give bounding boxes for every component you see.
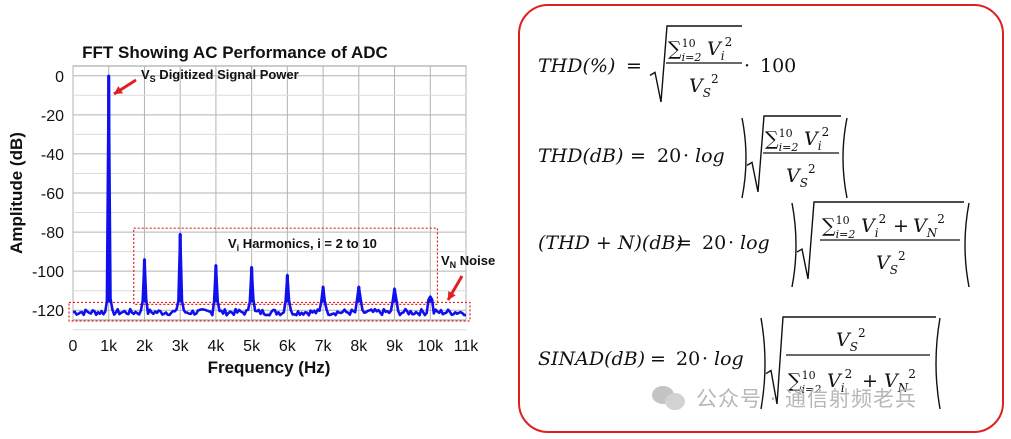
formula-dot: · — [728, 232, 734, 254]
x-tick-label: 8k — [350, 338, 368, 355]
noise-annotation: VN Noise — [441, 253, 495, 270]
signal-term: VS2 — [786, 162, 816, 190]
right-paren — [935, 317, 941, 410]
formula-tail: 100 — [760, 55, 796, 77]
x-axis-label: Frequency (Hz) — [208, 358, 331, 377]
y-axis-label: Amplitude (dB) — [7, 132, 26, 254]
radical-sign — [765, 316, 936, 405]
x-tick-label: 5k — [243, 338, 261, 355]
x-tick-label: 3k — [172, 338, 190, 355]
harmonic-term: Vi2 — [827, 367, 852, 395]
formula-func: log — [740, 232, 770, 254]
sum-symbol: ∑10 i=2 — [668, 37, 701, 64]
harmonics-annotation: Vi Harmonics, i = 2 to 10 — [228, 236, 377, 253]
y-tick-label: -20 — [41, 108, 64, 125]
x-tick-label: 10k — [417, 338, 444, 355]
formula-coef: 20 — [676, 348, 700, 370]
formula-plus: + — [893, 215, 909, 237]
harmonics-box — [133, 227, 439, 305]
wechat-icon — [652, 384, 686, 412]
signal-term: VS2 — [836, 326, 866, 354]
radical-sign — [796, 201, 964, 280]
right-paren — [964, 202, 970, 288]
formula-coef: 20 — [702, 232, 726, 254]
x-tick-label: 4k — [207, 338, 225, 355]
harmonic-term: Vi2 — [804, 125, 829, 153]
noise-box — [68, 301, 471, 322]
left-paren — [791, 202, 797, 288]
x-tick-label: 0 — [69, 338, 78, 355]
spectrum-line — [72, 74, 467, 317]
formula-equals: = — [630, 145, 646, 167]
chart-title: FFT Showing AC Performance of ADC — [82, 43, 388, 62]
formula-equals: = — [626, 55, 642, 77]
formula-equals: = — [650, 348, 666, 370]
watermark: 公众号 · 通信射频老兵 — [652, 381, 917, 415]
formula-dot: · — [683, 145, 689, 167]
y-tick-label: -40 — [41, 147, 64, 164]
watermark-text: 公众号 · 通信射频老兵 — [696, 387, 918, 411]
formula-equals: = — [676, 232, 692, 254]
formula-panel — [518, 4, 1004, 433]
formula-dot: · — [702, 348, 708, 370]
x-tick-label: 2k — [136, 338, 154, 355]
formula-func: log — [695, 145, 725, 167]
x-tick-label: 9k — [386, 338, 404, 355]
x-tick-label: 6k — [279, 338, 297, 355]
y-tick-label: -80 — [41, 225, 64, 242]
formula-dot: · — [744, 55, 750, 77]
formula-lhs: THD(dB) — [538, 145, 623, 167]
radical-sign — [746, 115, 841, 193]
y-tick-label: -120 — [32, 303, 64, 320]
noise-arrow — [446, 275, 464, 301]
harmonic-term: Vi2 — [707, 35, 732, 63]
formula-lhs: (THD + N)(dB) — [538, 232, 683, 254]
sum-symbol: ∑10 i=2 — [788, 369, 821, 396]
signal-term: VS2 — [876, 249, 906, 277]
x-tick-label: 11k — [454, 338, 480, 355]
x-tick-label: 1k — [100, 338, 118, 355]
harmonic-term: Vi2 — [861, 212, 886, 240]
sum-symbol: ∑10 i=2 — [822, 214, 855, 241]
formula-coef: 20 — [657, 145, 681, 167]
formula-func: log — [714, 348, 744, 370]
radical-sign — [649, 25, 742, 103]
y-tick-label: 0 — [55, 69, 64, 86]
left-paren — [741, 117, 747, 199]
y-tick-label: -60 — [41, 186, 64, 203]
signal-annotation: VS Digitized Signal Power — [141, 67, 299, 84]
signal-arrow — [113, 78, 137, 96]
noise-term: VN2 — [913, 212, 945, 240]
y-tick-label: -100 — [32, 264, 64, 281]
fft-chart: 0 -20 -40 -60 -80 -100 -120 0 1k 2k 3k 4k 5k 6k 7k 8k 9k… — [7, 43, 495, 377]
noise-term: VN2 — [884, 367, 916, 395]
sum-symbol: ∑10 i=2 — [765, 127, 798, 154]
left-paren — [760, 317, 766, 410]
formula-lhs: SINAD(dB) — [538, 348, 645, 370]
right-paren — [842, 117, 848, 199]
formula-lhs: THD(%) — [538, 55, 615, 77]
formula-plus: + — [862, 370, 878, 392]
signal-term: VS2 — [689, 72, 719, 100]
x-tick-label: 7k — [315, 338, 333, 355]
